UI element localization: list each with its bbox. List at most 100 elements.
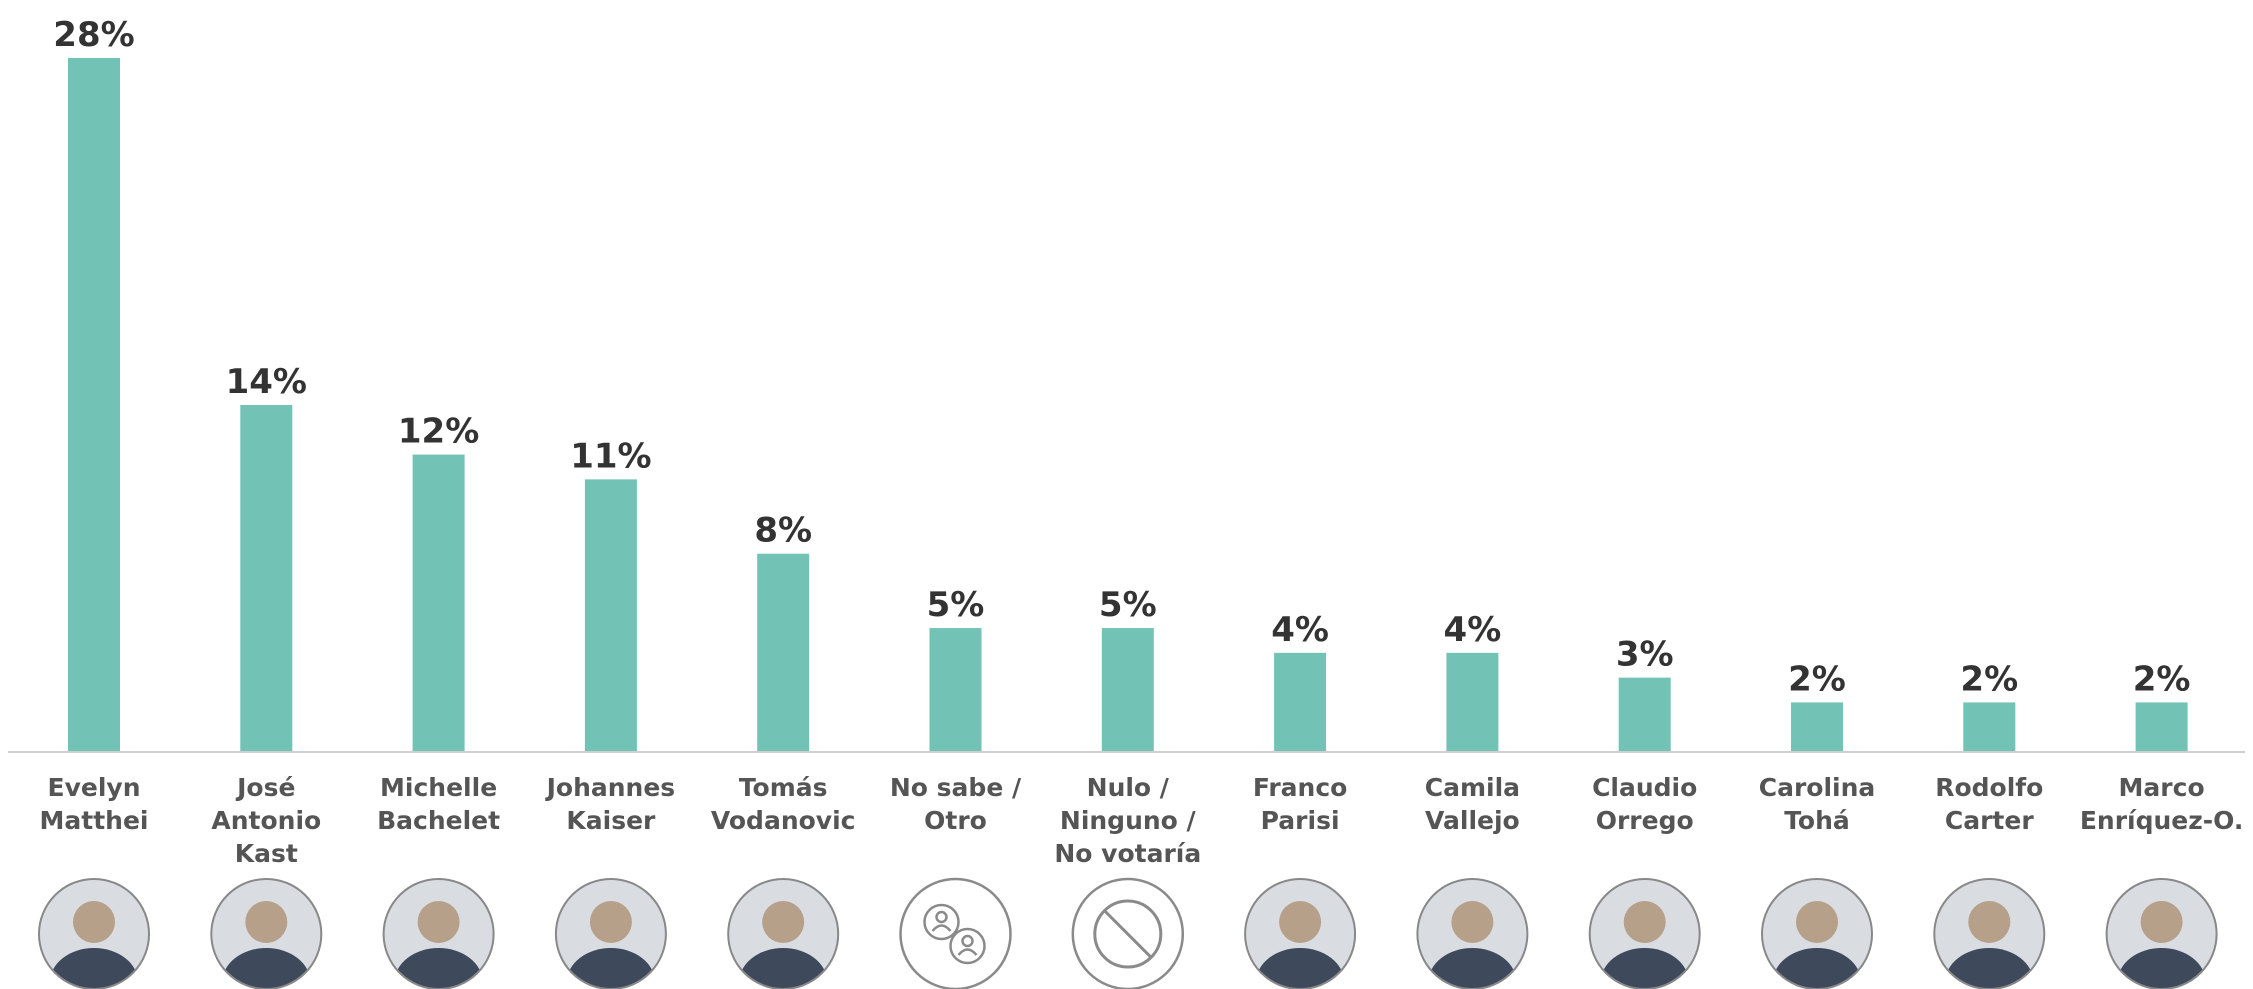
avatar-figure [1428,901,1517,989]
avatar-border [1933,878,2046,989]
avatar-head [762,901,805,943]
avatar-body [50,948,138,989]
avatar-head [1968,901,2011,943]
avatar-body [1600,948,1689,989]
avatar-border [1588,878,1701,989]
person-photo-icon [1933,878,2046,989]
category-label-line: Parisi [1261,806,1340,835]
category-label-line: Vodanovic [711,806,856,835]
avatar-border [1761,878,1873,989]
person-photo-icon [554,878,667,989]
avatar-border [1416,878,1529,989]
avatar-head [1623,901,1666,943]
value-label: 5% [927,585,985,625]
bar [1618,677,1671,752]
category-label-line: No votaría [1054,839,1201,868]
avatar-body [1773,948,1861,989]
target-ring [923,903,960,941]
avatar-body [566,948,655,989]
person-photo-icon [1244,878,1357,989]
bar [1791,702,1843,752]
category-label-line: Carter [1945,806,2034,835]
person-photo-icon [1416,878,1529,989]
category-label-line: Michelle [380,773,497,802]
avatar-figure [739,901,828,989]
person-photo-icon [2105,878,2218,989]
value-label: 11% [570,436,651,476]
bar [412,454,465,752]
bar [2135,702,2188,752]
category-label: Nulo / Ninguno / No votaría [1054,773,1201,868]
category-label-line: Kaiser [566,806,656,835]
person-photo-icon [1761,878,1873,989]
avatar-head [245,901,288,943]
bar [757,553,810,752]
person-shoulders [957,948,978,956]
avatar-head [1451,901,1494,943]
person-shoulders [931,924,952,932]
category-label-line: Rodolfo [1935,773,2043,802]
avatar-head [417,901,460,943]
bar [1446,652,1499,752]
category-label-line: José [235,773,295,802]
category-label: Franco Parisi [1253,773,1347,835]
avatar-border [554,878,667,989]
category-label: Tomás Vodanovic [711,773,856,835]
value-label: 28% [53,15,134,55]
avatars-layer [38,877,2218,989]
category-label-line: No sabe / [890,773,1022,802]
avatar-border [210,878,323,989]
category-label: Camila Vallejo [1425,773,1520,835]
value-label: 3% [1616,635,1674,675]
category-labels-layer: Evelyn Matthei José Antonio Kast Michelle Bach… [40,773,2244,868]
value-label: 2% [1960,659,2018,699]
avatar-figure [1600,901,1689,989]
person-photo-icon [38,878,150,989]
category-label-line: Claudio [1592,773,1697,802]
avatar-figure [50,901,138,989]
category-label: José Antonio Kast [211,773,321,868]
avatar-border [1244,878,1357,989]
person-photo-icon [1588,878,1701,989]
category-label: Rodolfo Carter [1935,773,2043,835]
person-photo-icon [382,878,495,989]
prohibited-ring [1093,899,1163,969]
category-label-line: Bachelet [377,806,500,835]
bars-layer [68,58,2188,752]
people-target-icon [899,877,1012,989]
value-label: 4% [1271,610,1329,650]
category-label-line: Evelyn [48,773,141,802]
value-label: 12% [398,412,479,452]
category-label-line: Orrego [1596,806,1694,835]
prohibited-icon [1071,877,1185,989]
avatar-body [1256,948,1345,989]
value-label: 2% [2133,659,2191,699]
avatar-border [727,878,840,989]
person-photo-icon [727,878,840,989]
category-label-line: Matthei [40,806,149,835]
category-label: Claudio Orrego [1592,773,1697,835]
category-label-line: Camila [1425,773,1520,802]
avatar-head [2140,901,2183,943]
value-label: 4% [1444,610,1502,650]
avatar-figure [1773,901,1861,989]
avatar-border [382,878,495,989]
category-label-line: Marco [2119,773,2205,802]
category-label: Evelyn Matthei [40,773,149,835]
category-label-line: Kast [235,839,298,868]
avatar-head [1796,901,1838,943]
bar [68,58,120,752]
bar [929,628,982,752]
bar [584,479,637,752]
avatar-body [2117,948,2206,989]
avatar-body [222,948,311,989]
person-head [935,910,948,924]
avatar-head [589,901,632,943]
category-label-line: Antonio [211,806,321,835]
prohibited-slash [1103,909,1152,959]
avatar-figure [1256,901,1345,989]
bar [1274,652,1327,752]
category-label-line: Vallejo [1425,806,1520,835]
category-label-line: Tohá [1784,806,1850,835]
category-label-line: Otro [924,806,987,835]
